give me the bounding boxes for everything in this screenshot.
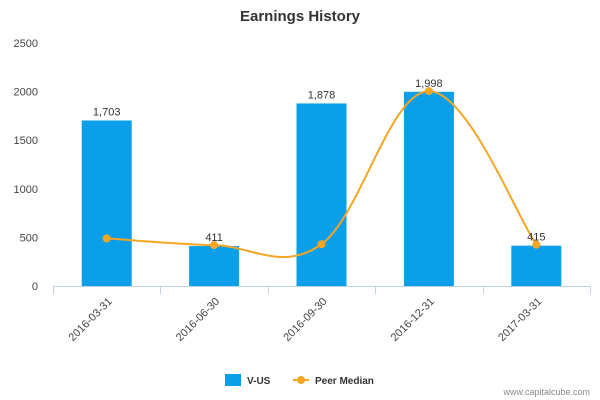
bar[interactable] bbox=[403, 91, 454, 286]
x-tick-label: 2016-12-31 bbox=[389, 296, 437, 344]
y-tick-label: 1500 bbox=[14, 135, 38, 147]
peer-median-line bbox=[106, 90, 538, 259]
legend-label-line[interactable]: Peer Median bbox=[315, 376, 374, 387]
y-tick-label: 0 bbox=[32, 281, 38, 293]
peer-median-point[interactable] bbox=[424, 87, 433, 96]
x-axis: 2016-03-31 2016-06-30 2016-09-30 2016-12-31… bbox=[53, 286, 591, 344]
chart-title: Earnings History bbox=[240, 8, 361, 25]
bar-data-label: 1,998 bbox=[415, 78, 443, 90]
y-tick-label: 500 bbox=[20, 232, 38, 244]
x-tick-label: 2016-09-30 bbox=[281, 296, 329, 344]
y-tick-label: 1000 bbox=[14, 184, 38, 196]
x-tick-label: 2016-03-31 bbox=[67, 296, 115, 344]
data-labels: 1,703 411 1,878 1,998 415 bbox=[93, 78, 546, 244]
x-tick-label: 2016-06-30 bbox=[174, 296, 222, 344]
legend[interactable]: V-US Peer Median bbox=[225, 374, 374, 387]
bar[interactable] bbox=[81, 120, 132, 286]
peer-median-point[interactable] bbox=[532, 240, 541, 249]
bar[interactable] bbox=[296, 103, 347, 286]
bar-series bbox=[81, 91, 562, 286]
credit-text: www.capitalcube.com bbox=[502, 387, 590, 397]
peer-median-point[interactable] bbox=[210, 241, 219, 250]
peer-median-point[interactable] bbox=[102, 234, 111, 243]
bar-data-label: 1,878 bbox=[308, 89, 336, 101]
bar-data-label: 415 bbox=[527, 232, 545, 244]
bar[interactable] bbox=[189, 246, 240, 286]
legend-label-bar[interactable]: V-US bbox=[247, 376, 271, 387]
x-tick-label: 2017-03-31 bbox=[496, 296, 544, 344]
peer-median-point[interactable] bbox=[317, 240, 326, 249]
bar-data-label: 411 bbox=[205, 232, 223, 244]
legend-swatch-marker bbox=[297, 376, 305, 384]
y-tick-label: 2000 bbox=[14, 87, 38, 99]
legend-swatch-bar[interactable] bbox=[225, 374, 241, 386]
bar-data-label: 1,703 bbox=[93, 106, 121, 118]
y-axis: 0 500 1000 1500 2000 2500 bbox=[14, 38, 38, 293]
line-series bbox=[102, 87, 541, 259]
bar[interactable] bbox=[511, 245, 562, 286]
y-tick-label: 2500 bbox=[14, 38, 38, 50]
